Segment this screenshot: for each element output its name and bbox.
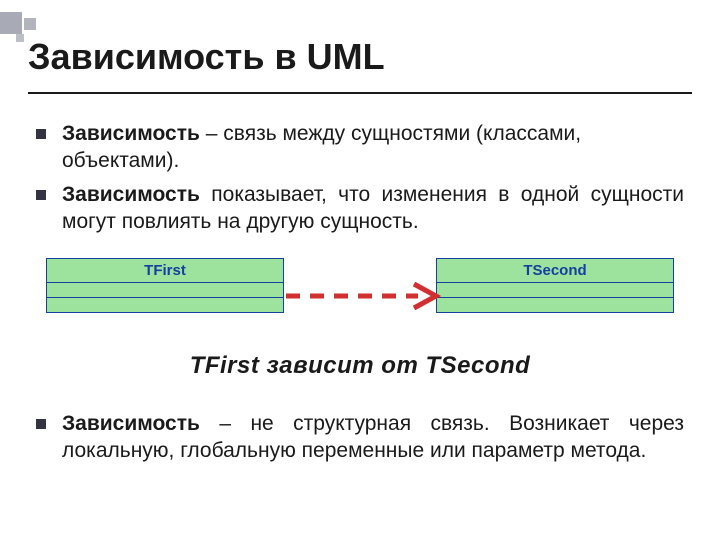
bullet-icon xyxy=(36,419,46,429)
bullet-bold: Зависимость xyxy=(62,183,200,206)
uml-dependency-diagram: TFirst TSecond xyxy=(46,258,674,340)
bullet-bold: Зависимость xyxy=(62,122,200,145)
deco-square xyxy=(24,18,36,30)
bullet-text: Зависимость – связь между сущностями (кл… xyxy=(62,120,684,175)
bullet-icon xyxy=(36,129,46,139)
deco-square xyxy=(16,34,24,42)
top-bullets: Зависимость – связь между сущностями (кл… xyxy=(36,114,684,241)
dependency-arrow xyxy=(46,258,674,340)
diagram-caption: TFirst зависит от TSecond xyxy=(0,352,720,380)
title-underline xyxy=(28,92,692,94)
bullet-item: Зависимость – связь между сущностями (кл… xyxy=(36,120,684,175)
deco-square xyxy=(0,12,22,34)
bullet-icon xyxy=(36,190,46,200)
bottom-bullets: Зависимость – не структурная связь. Возн… xyxy=(36,404,684,471)
slide-title: Зависимость в UML xyxy=(28,36,385,78)
bullet-item: Зависимость показывает, что изменения в … xyxy=(36,181,684,236)
bullet-bold: Зависимость xyxy=(62,412,200,435)
bullet-item: Зависимость – не структурная связь. Возн… xyxy=(36,410,684,465)
bullet-text: Зависимость показывает, что изменения в … xyxy=(62,181,684,236)
bullet-text: Зависимость – не структурная связь. Возн… xyxy=(62,410,684,465)
